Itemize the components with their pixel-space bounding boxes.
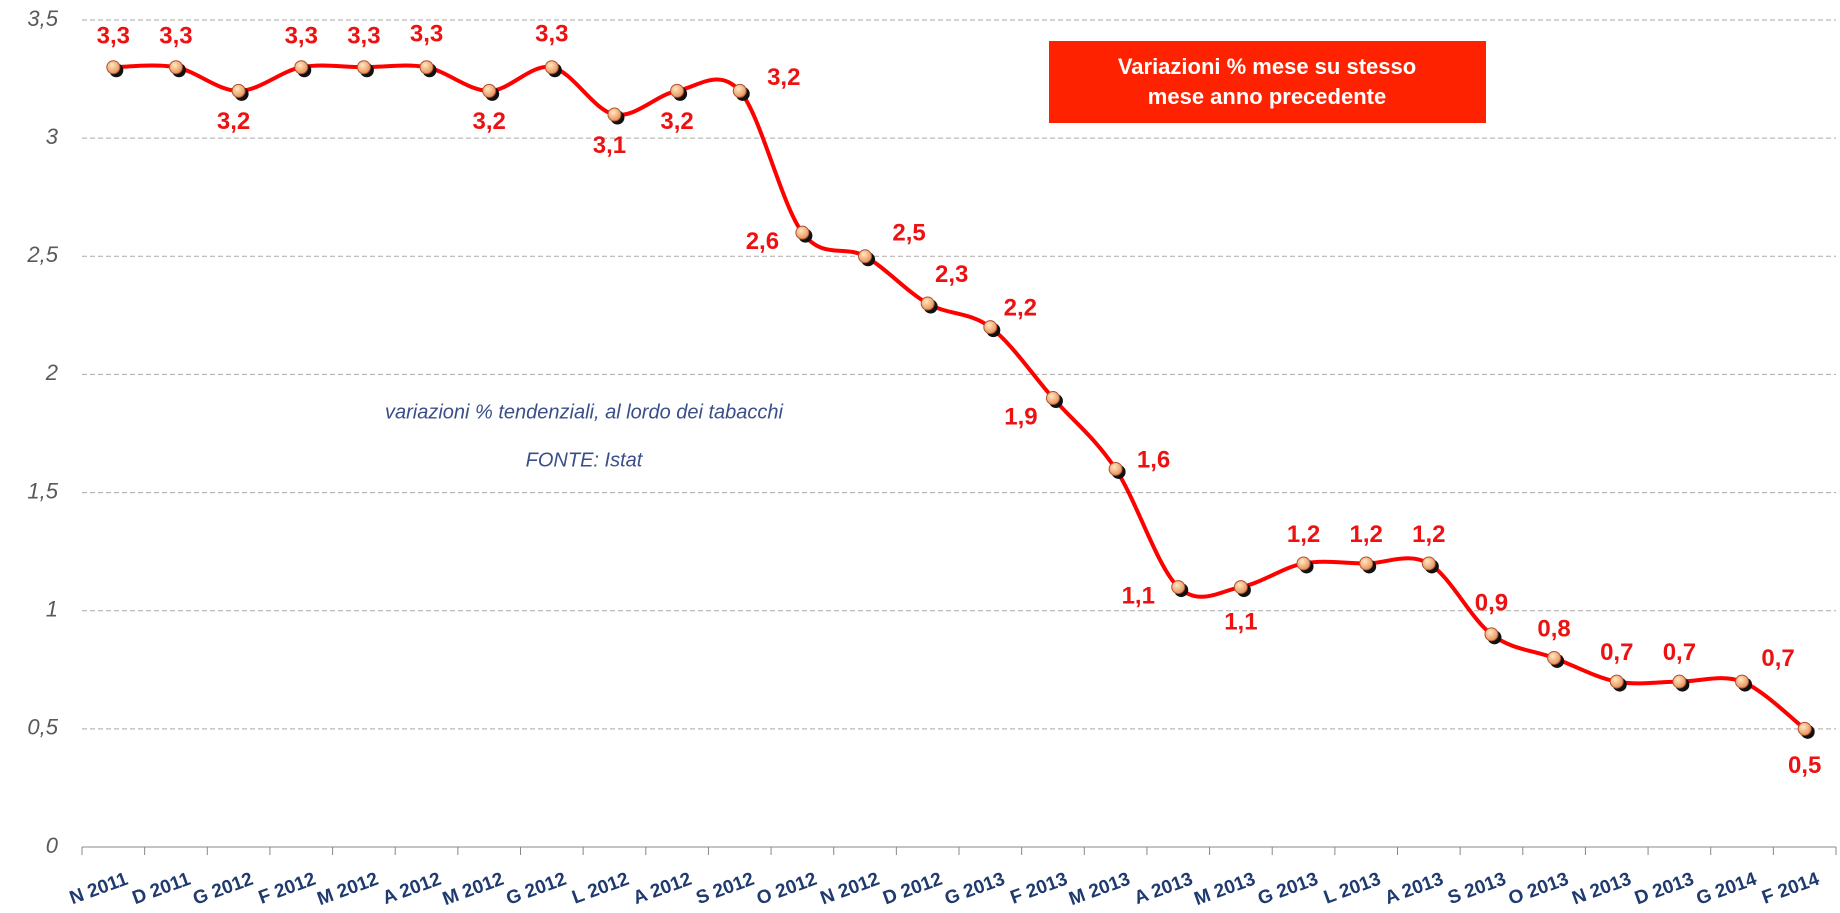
marker <box>168 60 183 75</box>
y-tick-label: 1,5 <box>27 478 58 503</box>
marker <box>1296 556 1311 571</box>
x-tick-label: N 2013 <box>1569 869 1634 910</box>
data-label: 1,1 <box>1122 582 1155 609</box>
x-tick-label: G 2014 <box>1694 869 1760 910</box>
marker <box>1233 580 1248 595</box>
marker <box>419 60 434 75</box>
x-tick-label: D 2012 <box>880 869 945 910</box>
data-label: 1,2 <box>1287 521 1320 548</box>
marker <box>732 83 747 98</box>
y-tick-label: 2 <box>45 360 58 385</box>
x-tick-label: G 2013 <box>1255 869 1321 910</box>
x-tick-label: F 2012 <box>256 869 319 909</box>
data-label: 1,1 <box>1224 608 1257 635</box>
x-tick-label: F 2014 <box>1759 869 1822 909</box>
marker <box>356 60 371 75</box>
data-label: 3,3 <box>410 21 443 48</box>
data-label: 2,6 <box>746 228 779 255</box>
x-tick-label: L 2013 <box>1321 869 1383 909</box>
data-label: 1,2 <box>1412 521 1445 548</box>
data-label: 0,5 <box>1788 752 1821 779</box>
marker <box>1672 674 1687 689</box>
x-tick-label: O 2012 <box>754 869 820 910</box>
data-label: 3,2 <box>472 108 505 135</box>
marker <box>1609 674 1624 689</box>
x-tick-label: M 2012 <box>440 869 507 910</box>
x-tick-label: O 2013 <box>1506 869 1572 910</box>
x-tick-label: M 2013 <box>1192 869 1259 910</box>
annotation: FONTE: Istat <box>526 449 644 471</box>
x-tick-label: N 2012 <box>818 869 883 910</box>
annotation: variazioni % tendenziali, al lordo dei t… <box>385 401 784 423</box>
marker <box>1797 721 1812 736</box>
marker <box>1421 556 1436 571</box>
x-tick-label: A 2012 <box>380 869 444 909</box>
data-label: 2,3 <box>935 261 968 288</box>
data-label: 3,1 <box>593 132 626 159</box>
x-tick-label: N 2011 <box>67 869 131 909</box>
marker <box>983 320 998 335</box>
title-box <box>1049 41 1486 123</box>
data-label: 0,8 <box>1537 615 1570 642</box>
marker <box>482 83 497 98</box>
data-label: 0,9 <box>1475 590 1508 617</box>
x-tick-label: G 2013 <box>942 869 1008 910</box>
chart-title: Variazioni % mese su stesso <box>1118 54 1416 79</box>
marker <box>1171 580 1186 595</box>
x-tick-label: L 2012 <box>569 869 631 909</box>
data-label: 3,3 <box>347 23 380 50</box>
x-tick-label: S 2012 <box>693 869 757 909</box>
y-tick-label: 3 <box>46 124 59 149</box>
data-label: 3,3 <box>97 23 130 50</box>
marker <box>1547 650 1562 665</box>
x-tick-label: D 2011 <box>130 869 194 909</box>
data-label: 2,2 <box>1004 295 1037 322</box>
marker <box>106 60 121 75</box>
marker <box>670 83 685 98</box>
data-label: 0,7 <box>1761 645 1794 672</box>
marker <box>1108 461 1123 476</box>
marker <box>294 60 309 75</box>
marker <box>231 83 246 98</box>
x-tick-label: D 2013 <box>1632 869 1697 910</box>
x-tick-label: M 2013 <box>1066 869 1133 910</box>
y-tick-label: 3,5 <box>27 6 58 31</box>
y-tick-label: 0,5 <box>27 715 58 740</box>
x-tick-label: M 2012 <box>315 869 382 910</box>
data-label: 2,5 <box>892 220 925 247</box>
data-label: 3,3 <box>159 23 192 50</box>
data-label: 3,3 <box>285 23 318 50</box>
x-tick-label: F 2013 <box>1008 869 1071 909</box>
data-label: 3,2 <box>767 64 800 91</box>
y-tick-label: 1 <box>46 597 58 622</box>
data-label: 3,2 <box>660 108 693 135</box>
marker <box>544 60 559 75</box>
x-tick-label: A 2012 <box>630 869 694 909</box>
x-tick-label: A 2013 <box>1382 869 1446 909</box>
marker <box>920 296 935 311</box>
marker <box>858 249 873 264</box>
x-tick-label: A 2013 <box>1132 869 1196 909</box>
data-label: 1,2 <box>1349 521 1382 548</box>
data-label: 1,9 <box>1004 403 1037 430</box>
marker <box>1045 391 1060 406</box>
chart-title: mese anno precedente <box>1148 84 1386 109</box>
data-label: 3,2 <box>217 108 250 135</box>
data-label: 0,7 <box>1663 639 1696 666</box>
marker <box>1484 627 1499 642</box>
y-tick-label: 0 <box>46 833 59 858</box>
x-tick-label: G 2012 <box>190 869 256 910</box>
marker <box>607 107 622 122</box>
y-tick-label: 2,5 <box>26 242 58 267</box>
marker <box>1735 674 1750 689</box>
x-tick-label: G 2012 <box>503 869 569 910</box>
data-label: 0,7 <box>1600 639 1633 666</box>
x-tick-label: S 2013 <box>1445 869 1509 909</box>
data-label: 1,6 <box>1137 446 1170 473</box>
marker <box>1359 556 1374 571</box>
marker <box>795 225 810 240</box>
data-label: 3,3 <box>535 21 568 48</box>
